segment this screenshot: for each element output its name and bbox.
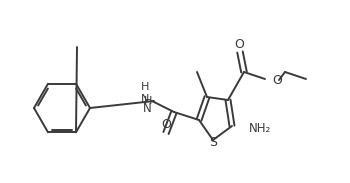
Text: O: O [234,38,244,51]
Text: N: N [143,102,151,115]
Text: S: S [209,137,217,150]
Text: O: O [272,74,282,87]
Text: H: H [144,96,152,106]
Text: NH₂: NH₂ [249,122,271,135]
Text: O: O [161,119,171,132]
Text: H
N: H N [141,82,149,104]
